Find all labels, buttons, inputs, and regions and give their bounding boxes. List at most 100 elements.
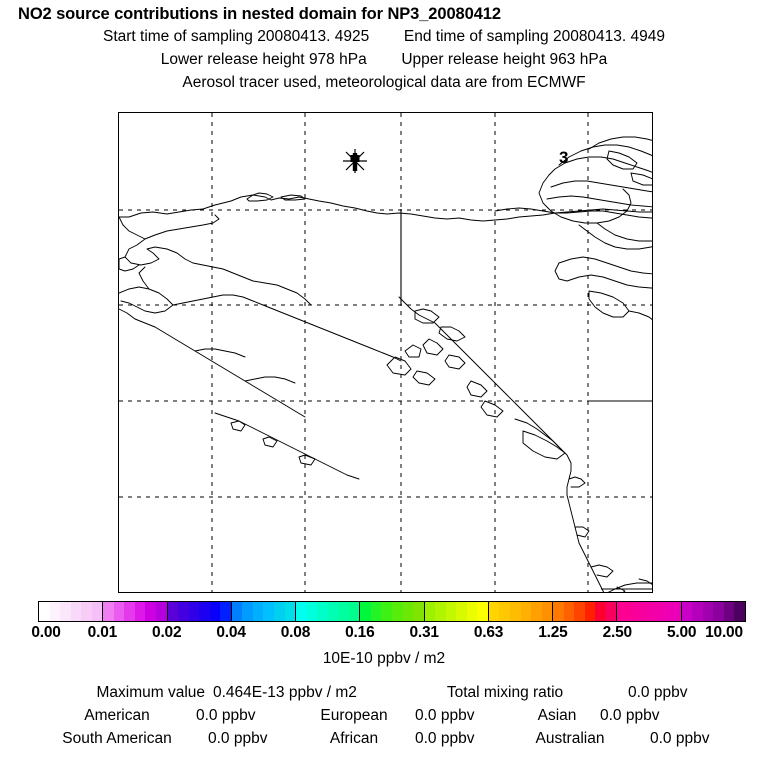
colorbar-band-1 — [103, 602, 168, 621]
colorbar-cell — [413, 602, 424, 621]
colorbar-cell — [188, 602, 200, 621]
lower-release-label: Lower release height — [160, 51, 305, 68]
colorbar-cell — [273, 602, 285, 621]
colorbar-tick-9: 2.50 — [602, 624, 633, 641]
colorbar-cell — [456, 602, 467, 621]
colorbar-tick-6: 0.31 — [409, 624, 439, 641]
colorbar-cell — [134, 602, 146, 621]
colorbar-cell — [563, 602, 575, 621]
colorbar-cell — [91, 602, 103, 621]
colorbar-tick-5: 0.16 — [345, 624, 375, 641]
colorbar-cell — [145, 602, 156, 621]
region-value-australian: 0.0 ppbv — [650, 730, 710, 747]
colorbar-cell — [296, 602, 307, 621]
colorbar-cell — [649, 602, 660, 621]
region-value-asian: 0.0 ppbv — [600, 707, 660, 724]
colorbar-cell — [466, 602, 478, 621]
region-name-american: American — [84, 707, 150, 724]
colorbar-cell — [348, 602, 360, 621]
colorbar-band-9 — [617, 602, 682, 621]
colorbar-cell — [435, 602, 446, 621]
colorbar-cell — [49, 602, 61, 621]
colorbar-cell — [231, 602, 243, 621]
colorbar-band-2 — [167, 602, 232, 621]
colorbar-cell — [103, 602, 114, 621]
colorbar-cell — [488, 602, 500, 621]
end-time-label: End time of sampling — [403, 28, 549, 45]
region-value-european: 0.0 ppbv — [415, 707, 475, 724]
colorbar-cell — [499, 602, 510, 621]
colorbar-cell — [553, 602, 564, 621]
colorbar-cell — [520, 602, 532, 621]
colorbar-cell — [81, 602, 92, 621]
colorbar-band-4 — [296, 602, 361, 621]
region-value-south-american: 0.0 ppbv — [208, 730, 268, 747]
colorbar-band-8 — [553, 602, 618, 621]
colorbar-cell — [199, 602, 210, 621]
colorbar-tick-7: 0.63 — [473, 624, 504, 641]
colorbar-cell — [638, 602, 650, 621]
colorbar-cell — [209, 602, 221, 621]
release-site-star — [343, 149, 367, 173]
upper-release-label: Upper release height — [401, 51, 546, 68]
coastline-alaska-west — [119, 214, 402, 418]
colorbar-cell — [681, 602, 693, 621]
colorbar-unit-label: 10E-10 ppbv / m2 — [322, 650, 446, 667]
colorbar-cell — [574, 602, 585, 621]
colorbar-cell — [370, 602, 382, 621]
total-mixing-ratio-value: 0.0 ppbv — [628, 684, 688, 701]
region-label-3: 3 — [559, 148, 568, 167]
colorbar-tick-1: 0.01 — [87, 624, 118, 641]
maximum-value-label: Maximum value — [96, 684, 205, 701]
colorbar-tick-4: 0.08 — [280, 624, 311, 641]
total-mixing-ratio-label: Total mixing ratio — [446, 684, 564, 701]
coastline-pacific-northwest — [386, 296, 566, 460]
colorbar-cell — [617, 602, 628, 621]
map-canvas: 3 — [119, 113, 652, 592]
tracer-note: Aerosol tracer used, meteorological data… — [182, 74, 586, 91]
colorbar-band-5 — [360, 602, 425, 621]
stat-row-totals: Maximum value 0.464E-13 ppbv / m2 Total … — [0, 684, 768, 707]
colorbar-cell — [424, 602, 436, 621]
colorbar-cell — [156, 602, 167, 621]
region-name-australian: Australian — [535, 730, 605, 747]
colorbar-cell — [252, 602, 264, 621]
colorbar — [38, 601, 746, 622]
colorbar-cell — [605, 602, 617, 621]
colorbar-band-0 — [39, 602, 104, 621]
colorbar-cell — [659, 602, 671, 621]
stat-row-region-2: South American 0.0 ppbv African 0.0 ppbv… — [0, 730, 768, 753]
colorbar-cell — [595, 602, 606, 621]
region-name-south-american: South American — [62, 730, 172, 747]
region-name-african: African — [329, 730, 379, 747]
colorbar-tick-labels: 0.00 0.01 0.02 0.04 0.08 0.16 0.31 0.63 1.25 2.50… — [0, 624, 768, 644]
region-name-asian: Asian — [537, 707, 577, 724]
colorbar-cell — [306, 602, 318, 621]
colorbar-cell — [178, 602, 189, 621]
colorbar-cell — [167, 602, 179, 621]
colorbar-cell — [242, 602, 253, 621]
colorbar-cell — [627, 602, 639, 621]
page-title: NO2 source contributions in nested domai… — [18, 5, 501, 23]
colorbar-cell — [113, 602, 125, 621]
map-plot-area: 3 — [118, 112, 653, 593]
coastline-alaska-north — [119, 192, 652, 222]
colorbar-cell — [263, 602, 274, 621]
region-value-african: 0.0 ppbv — [415, 730, 475, 747]
political-borders — [400, 209, 652, 590]
sampling-time-row: Start time of sampling 20080413. 4925 En… — [0, 25, 768, 48]
colorbar-cell — [702, 602, 714, 621]
lower-release-value: 978 hPa — [308, 51, 367, 68]
colorbar-cell — [60, 602, 71, 621]
start-time-label: Start time of sampling — [102, 28, 253, 45]
colorbar-tick-3: 0.04 — [216, 624, 246, 641]
end-time-value: 20080413. 4949 — [552, 28, 666, 45]
maximum-value: 0.464E-13 ppbv / m2 — [213, 684, 357, 701]
colorbar-cell — [509, 602, 521, 621]
colorbar-cell — [39, 602, 50, 621]
colorbar-cell — [338, 602, 349, 621]
colorbar-cell — [391, 602, 403, 621]
colorbar-cell — [713, 602, 724, 621]
header-text-block: NO2 source contributions in nested domai… — [0, 0, 768, 94]
coastline-canadian-arctic — [538, 136, 652, 250]
